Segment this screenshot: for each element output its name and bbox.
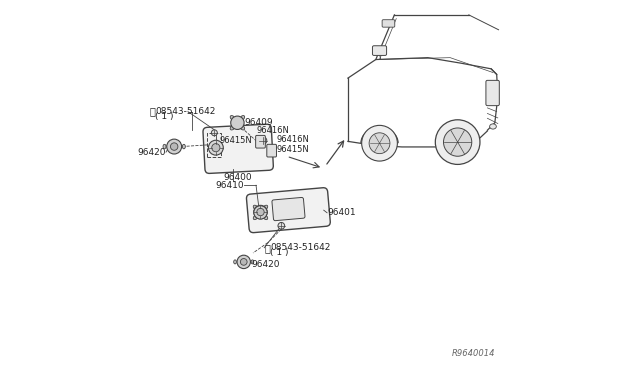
Ellipse shape bbox=[230, 116, 235, 121]
Text: ( 1 ): ( 1 ) bbox=[156, 112, 173, 121]
Text: 08543-51642: 08543-51642 bbox=[270, 243, 330, 252]
FancyBboxPatch shape bbox=[486, 80, 499, 106]
Text: 08543-51642: 08543-51642 bbox=[156, 107, 216, 116]
Circle shape bbox=[278, 222, 285, 229]
Circle shape bbox=[167, 139, 182, 154]
Circle shape bbox=[444, 128, 472, 156]
Circle shape bbox=[254, 205, 267, 219]
Circle shape bbox=[211, 130, 218, 136]
Text: 96420: 96420 bbox=[138, 148, 166, 157]
FancyBboxPatch shape bbox=[372, 46, 387, 55]
Text: R9640014: R9640014 bbox=[451, 349, 495, 358]
Ellipse shape bbox=[234, 260, 236, 264]
FancyBboxPatch shape bbox=[246, 188, 330, 232]
Text: Ⓢ: Ⓢ bbox=[150, 107, 156, 116]
Circle shape bbox=[435, 120, 480, 164]
Ellipse shape bbox=[239, 116, 244, 121]
Text: 96415N: 96415N bbox=[276, 145, 309, 154]
Circle shape bbox=[257, 208, 264, 216]
Text: ( 1 ): ( 1 ) bbox=[270, 248, 289, 257]
FancyBboxPatch shape bbox=[267, 144, 276, 157]
Text: 96420: 96420 bbox=[252, 260, 280, 269]
FancyBboxPatch shape bbox=[272, 198, 305, 221]
Ellipse shape bbox=[490, 124, 497, 129]
FancyBboxPatch shape bbox=[255, 135, 266, 148]
FancyBboxPatch shape bbox=[382, 20, 395, 27]
Text: 96409: 96409 bbox=[245, 118, 273, 126]
Text: 96416N: 96416N bbox=[276, 135, 309, 144]
Ellipse shape bbox=[182, 144, 186, 149]
Ellipse shape bbox=[253, 215, 258, 219]
Ellipse shape bbox=[251, 260, 254, 264]
Circle shape bbox=[254, 206, 267, 219]
Ellipse shape bbox=[230, 125, 235, 130]
Circle shape bbox=[231, 116, 244, 129]
Ellipse shape bbox=[253, 205, 258, 210]
Text: Ⓢ: Ⓢ bbox=[265, 243, 271, 253]
Circle shape bbox=[259, 137, 267, 144]
Ellipse shape bbox=[263, 215, 268, 219]
Bar bbox=[207, 133, 221, 157]
FancyBboxPatch shape bbox=[203, 124, 273, 173]
Circle shape bbox=[237, 255, 250, 269]
Circle shape bbox=[369, 133, 390, 154]
Ellipse shape bbox=[263, 205, 268, 210]
Circle shape bbox=[212, 144, 220, 152]
Ellipse shape bbox=[163, 144, 166, 149]
Ellipse shape bbox=[239, 125, 244, 130]
Circle shape bbox=[170, 143, 178, 150]
Text: 96415N: 96415N bbox=[220, 137, 252, 145]
Text: 96416N: 96416N bbox=[257, 126, 290, 135]
Text: 96410: 96410 bbox=[215, 181, 244, 190]
Text: 96401: 96401 bbox=[328, 208, 356, 217]
Circle shape bbox=[209, 140, 223, 155]
Text: 96400: 96400 bbox=[224, 173, 252, 182]
Circle shape bbox=[362, 125, 397, 161]
Circle shape bbox=[241, 259, 247, 265]
